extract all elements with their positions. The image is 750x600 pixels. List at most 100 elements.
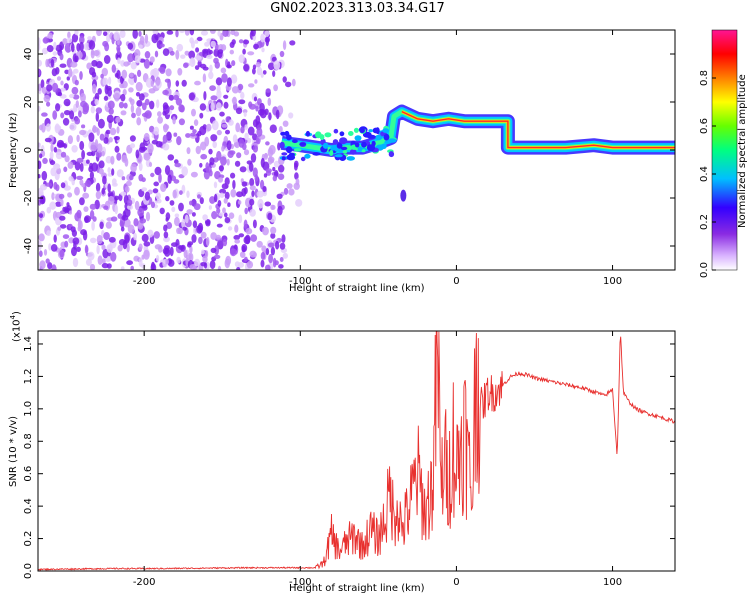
noise-speck	[267, 242, 275, 248]
noise-speck	[74, 117, 81, 125]
noise-speck	[248, 83, 255, 88]
noise-speck	[129, 72, 134, 78]
noise-speck	[96, 234, 103, 245]
noise-speck	[270, 226, 277, 235]
noise-speck	[74, 30, 79, 36]
noise-speck	[118, 101, 125, 109]
noise-speck	[119, 220, 124, 227]
noise-speck	[45, 123, 51, 132]
noise-speck	[101, 187, 106, 195]
noise-speck	[71, 246, 77, 257]
noise-speck	[183, 249, 188, 259]
noise-speck	[49, 151, 54, 160]
noise-speck	[208, 49, 213, 55]
noise-speck	[97, 255, 103, 265]
noise-speck	[63, 110, 71, 116]
ridge-blob	[324, 132, 332, 138]
noise-speck	[275, 109, 280, 120]
noise-speck	[70, 61, 78, 68]
noise-speck	[108, 137, 113, 143]
noise-speck	[275, 240, 280, 250]
noise-speck	[45, 182, 53, 187]
noise-speck	[123, 218, 131, 228]
noise-speck	[125, 180, 132, 187]
noise-speck	[144, 51, 151, 59]
noise-speck	[195, 145, 201, 155]
noise-speck	[66, 37, 73, 44]
noise-speck	[174, 162, 181, 168]
noise-speck	[194, 80, 201, 86]
noise-speck	[190, 171, 198, 178]
noise-speck	[60, 112, 65, 119]
noise-speck	[109, 127, 117, 136]
noise-speck	[217, 265, 222, 270]
noise-speck	[243, 219, 248, 229]
noise-speck	[202, 214, 208, 221]
noise-speck	[107, 183, 111, 193]
noise-speck	[38, 124, 44, 131]
noise-speck	[176, 43, 184, 52]
figure-title: GN02.2023.313.03.34.G17	[270, 1, 445, 16]
noise-speck	[267, 212, 273, 221]
noise-speck	[252, 119, 258, 128]
noise-speck	[97, 88, 102, 95]
noise-speck	[282, 120, 289, 127]
noise-speck	[265, 264, 271, 270]
noise-speck	[41, 86, 47, 95]
noise-speck	[141, 146, 148, 151]
noise-speck	[131, 112, 136, 119]
noise-speck	[128, 97, 133, 103]
noise-speck	[110, 216, 118, 222]
noise-speck	[262, 226, 269, 236]
noise-speck	[219, 111, 225, 117]
noise-speck	[189, 200, 193, 206]
noise-speck	[286, 183, 293, 189]
noise-speck	[216, 129, 222, 136]
noise-speck	[95, 107, 103, 114]
ridge-blob	[366, 144, 376, 152]
noise-speck	[80, 92, 86, 103]
noise-speck	[126, 260, 133, 266]
noise-speck	[71, 43, 75, 53]
ridge-blob	[339, 131, 345, 137]
noise-speck	[204, 41, 210, 47]
noise-speck	[163, 124, 170, 130]
noise-speck	[226, 140, 232, 151]
noise-speck	[230, 172, 236, 179]
noise-speck	[253, 96, 258, 102]
noise-speck	[71, 145, 78, 153]
noise-speck	[188, 92, 196, 101]
noise-speck	[162, 134, 168, 144]
noise-speck	[169, 105, 175, 111]
ridge-peak	[401, 110, 675, 149]
ridge-blob	[361, 149, 366, 153]
noise-speck	[67, 192, 73, 198]
ridge-blob	[293, 148, 302, 152]
noise-speck	[85, 179, 92, 187]
noise-speck	[203, 262, 208, 269]
noise-speck	[151, 33, 159, 44]
noise-speck	[154, 50, 159, 58]
noise-speck	[187, 158, 192, 166]
noise-speck	[59, 215, 66, 221]
isolated-blob	[400, 189, 407, 202]
noise-speck	[105, 85, 112, 91]
noise-speck	[147, 143, 154, 154]
top-x-tick-label: 100	[603, 276, 622, 287]
ridge-blob	[304, 153, 311, 159]
noise-speck	[128, 87, 134, 93]
noise-speck	[167, 174, 172, 185]
noise-speck	[98, 160, 105, 169]
noise-speck	[76, 175, 84, 180]
noise-speck	[89, 203, 97, 210]
noise-speck	[288, 188, 295, 196]
noise-speck	[192, 129, 197, 134]
noise-speck	[95, 112, 100, 122]
noise-speck	[242, 48, 246, 55]
ridge-blob	[315, 131, 322, 139]
ridge-blob	[388, 151, 395, 158]
noise-speck	[116, 126, 120, 134]
noise-speck	[141, 177, 146, 183]
noise-speck	[254, 174, 259, 182]
